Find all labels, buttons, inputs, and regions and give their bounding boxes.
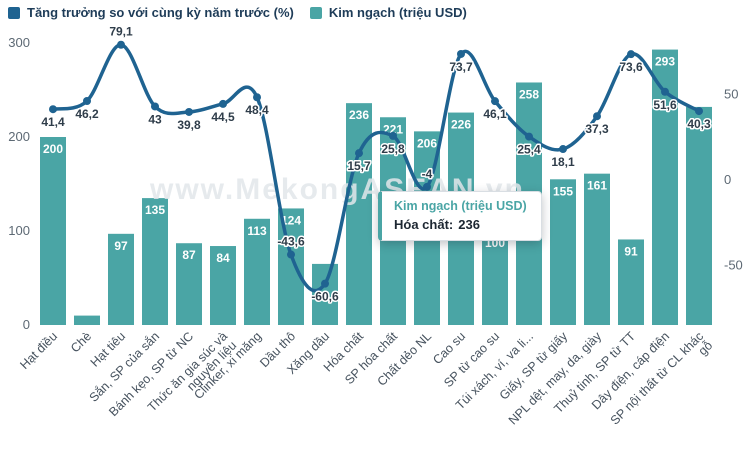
- bar-value-label: 293: [655, 55, 675, 69]
- line-point[interactable]: [695, 107, 703, 116]
- point-value-label: 15,7: [347, 159, 371, 173]
- line-point[interactable]: [661, 87, 669, 96]
- left-axis-tick-label: 300: [8, 35, 30, 50]
- right-axis-tick-label: 0: [724, 172, 731, 187]
- point-value-label: -4: [422, 167, 433, 181]
- line-point[interactable]: [525, 132, 533, 141]
- line-point[interactable]: [457, 49, 465, 58]
- bar[interactable]: [686, 106, 712, 325]
- line-point[interactable]: [627, 50, 635, 59]
- growth-line: [51, 42, 701, 293]
- line-point[interactable]: [321, 279, 329, 288]
- tooltip-value: 236: [458, 217, 480, 232]
- point-value-label: 46,2: [75, 107, 99, 121]
- bar-value-label: 91: [624, 244, 638, 258]
- bar[interactable]: [618, 239, 644, 325]
- bar-value-label: 87: [182, 248, 196, 262]
- line-point[interactable]: [49, 105, 57, 114]
- bar-value-label: 84: [216, 251, 230, 265]
- bar[interactable]: [278, 208, 304, 325]
- point-value-label: -60,6: [311, 290, 339, 304]
- tooltip: Kim ngạch (triệu USD) Hóa chất: 236: [378, 191, 542, 241]
- bar-value-label: 155: [553, 184, 573, 198]
- bar-value-label: 124: [281, 213, 301, 227]
- line-point[interactable]: [491, 97, 499, 106]
- legend-swatch-kim-ngach: [309, 6, 322, 19]
- line-point[interactable]: [151, 102, 159, 111]
- bar[interactable]: [312, 263, 338, 325]
- legend: Tăng trưởng so với cùng kỳ năm trước (%)…: [8, 5, 467, 20]
- point-value-label: 51,6: [653, 98, 677, 112]
- line-point[interactable]: [355, 149, 363, 158]
- category-label-group: Chè: [68, 329, 94, 355]
- tooltip-category-label: Hóa chất:: [394, 217, 454, 232]
- bar-value-label: 206: [417, 136, 437, 150]
- bar[interactable]: [74, 315, 100, 325]
- legend-item-growth[interactable]: Tăng trưởng so với cùng kỳ năm trước (%): [8, 5, 294, 20]
- point-value-label: 37,3: [585, 122, 609, 136]
- bar[interactable]: [210, 246, 236, 325]
- legend-label-kim-ngach: Kim ngạch (triệu USD): [328, 5, 467, 20]
- bar-value-label: 226: [451, 118, 471, 132]
- point-value-label: 79,1: [109, 25, 133, 39]
- point-value-label: 18,1: [551, 155, 575, 169]
- legend-item-kim-ngach[interactable]: Kim ngạch (triệu USD): [309, 5, 467, 20]
- point-value-label: 40,3: [687, 117, 711, 131]
- category-label-group: Hạt điều: [17, 329, 60, 372]
- line-point[interactable]: [389, 131, 397, 140]
- bar-value-label: 135: [145, 203, 165, 217]
- point-value-label: 46,1: [483, 107, 507, 121]
- legend-label-growth: Tăng trưởng so với cùng kỳ năm trước (%): [27, 5, 294, 20]
- bar-value-label: 161: [587, 179, 607, 193]
- bar[interactable]: [244, 218, 270, 325]
- line-point[interactable]: [287, 250, 295, 259]
- point-value-label: -43,6: [277, 235, 305, 249]
- bar-value-label: 97: [114, 239, 128, 253]
- bar[interactable]: [482, 231, 508, 325]
- line-point[interactable]: [593, 112, 601, 121]
- point-value-label: 44,5: [211, 110, 235, 124]
- bar[interactable]: [584, 173, 610, 325]
- bar[interactable]: [142, 198, 168, 325]
- point-value-label: 73,7: [449, 60, 473, 74]
- bar[interactable]: [108, 233, 134, 325]
- bar-value-label: 113: [247, 224, 267, 238]
- right-axis-tick-label: 50: [724, 87, 738, 102]
- category-label: Hạt điều: [17, 329, 60, 372]
- line-point[interactable]: [423, 182, 431, 191]
- point-value-label: 39,8: [177, 118, 201, 132]
- bar[interactable]: [40, 137, 66, 325]
- bar-value-label: 200: [43, 142, 63, 156]
- bar[interactable]: [550, 179, 576, 325]
- bar[interactable]: [176, 243, 202, 325]
- bar-value-label: 258: [519, 87, 539, 101]
- right-axis-tick-label: -50: [724, 258, 743, 273]
- point-value-label: 25,8: [381, 142, 405, 156]
- point-value-label: 43: [148, 112, 162, 126]
- line-point[interactable]: [83, 96, 91, 105]
- line-point[interactable]: [117, 40, 125, 49]
- tooltip-series-title: Kim ngạch (triệu USD): [394, 199, 527, 213]
- point-value-label: 48,4: [245, 103, 269, 117]
- point-value-label: 73,6: [619, 60, 643, 74]
- tooltip-row: Hóa chất: 236: [394, 217, 527, 232]
- legend-swatch-growth: [8, 6, 20, 19]
- point-value-label: 41,4: [41, 115, 65, 129]
- left-axis-tick-label: 100: [8, 223, 30, 238]
- line-point[interactable]: [219, 99, 227, 108]
- bar-value-label: 236: [349, 108, 369, 122]
- category-label: Chè: [68, 329, 94, 355]
- line-point[interactable]: [253, 93, 261, 102]
- left-axis-tick-label: 200: [8, 129, 30, 144]
- line-point[interactable]: [559, 145, 567, 154]
- point-value-label: 25,4: [517, 143, 541, 157]
- line-point[interactable]: [185, 107, 193, 116]
- left-axis-tick-label: 0: [23, 317, 30, 332]
